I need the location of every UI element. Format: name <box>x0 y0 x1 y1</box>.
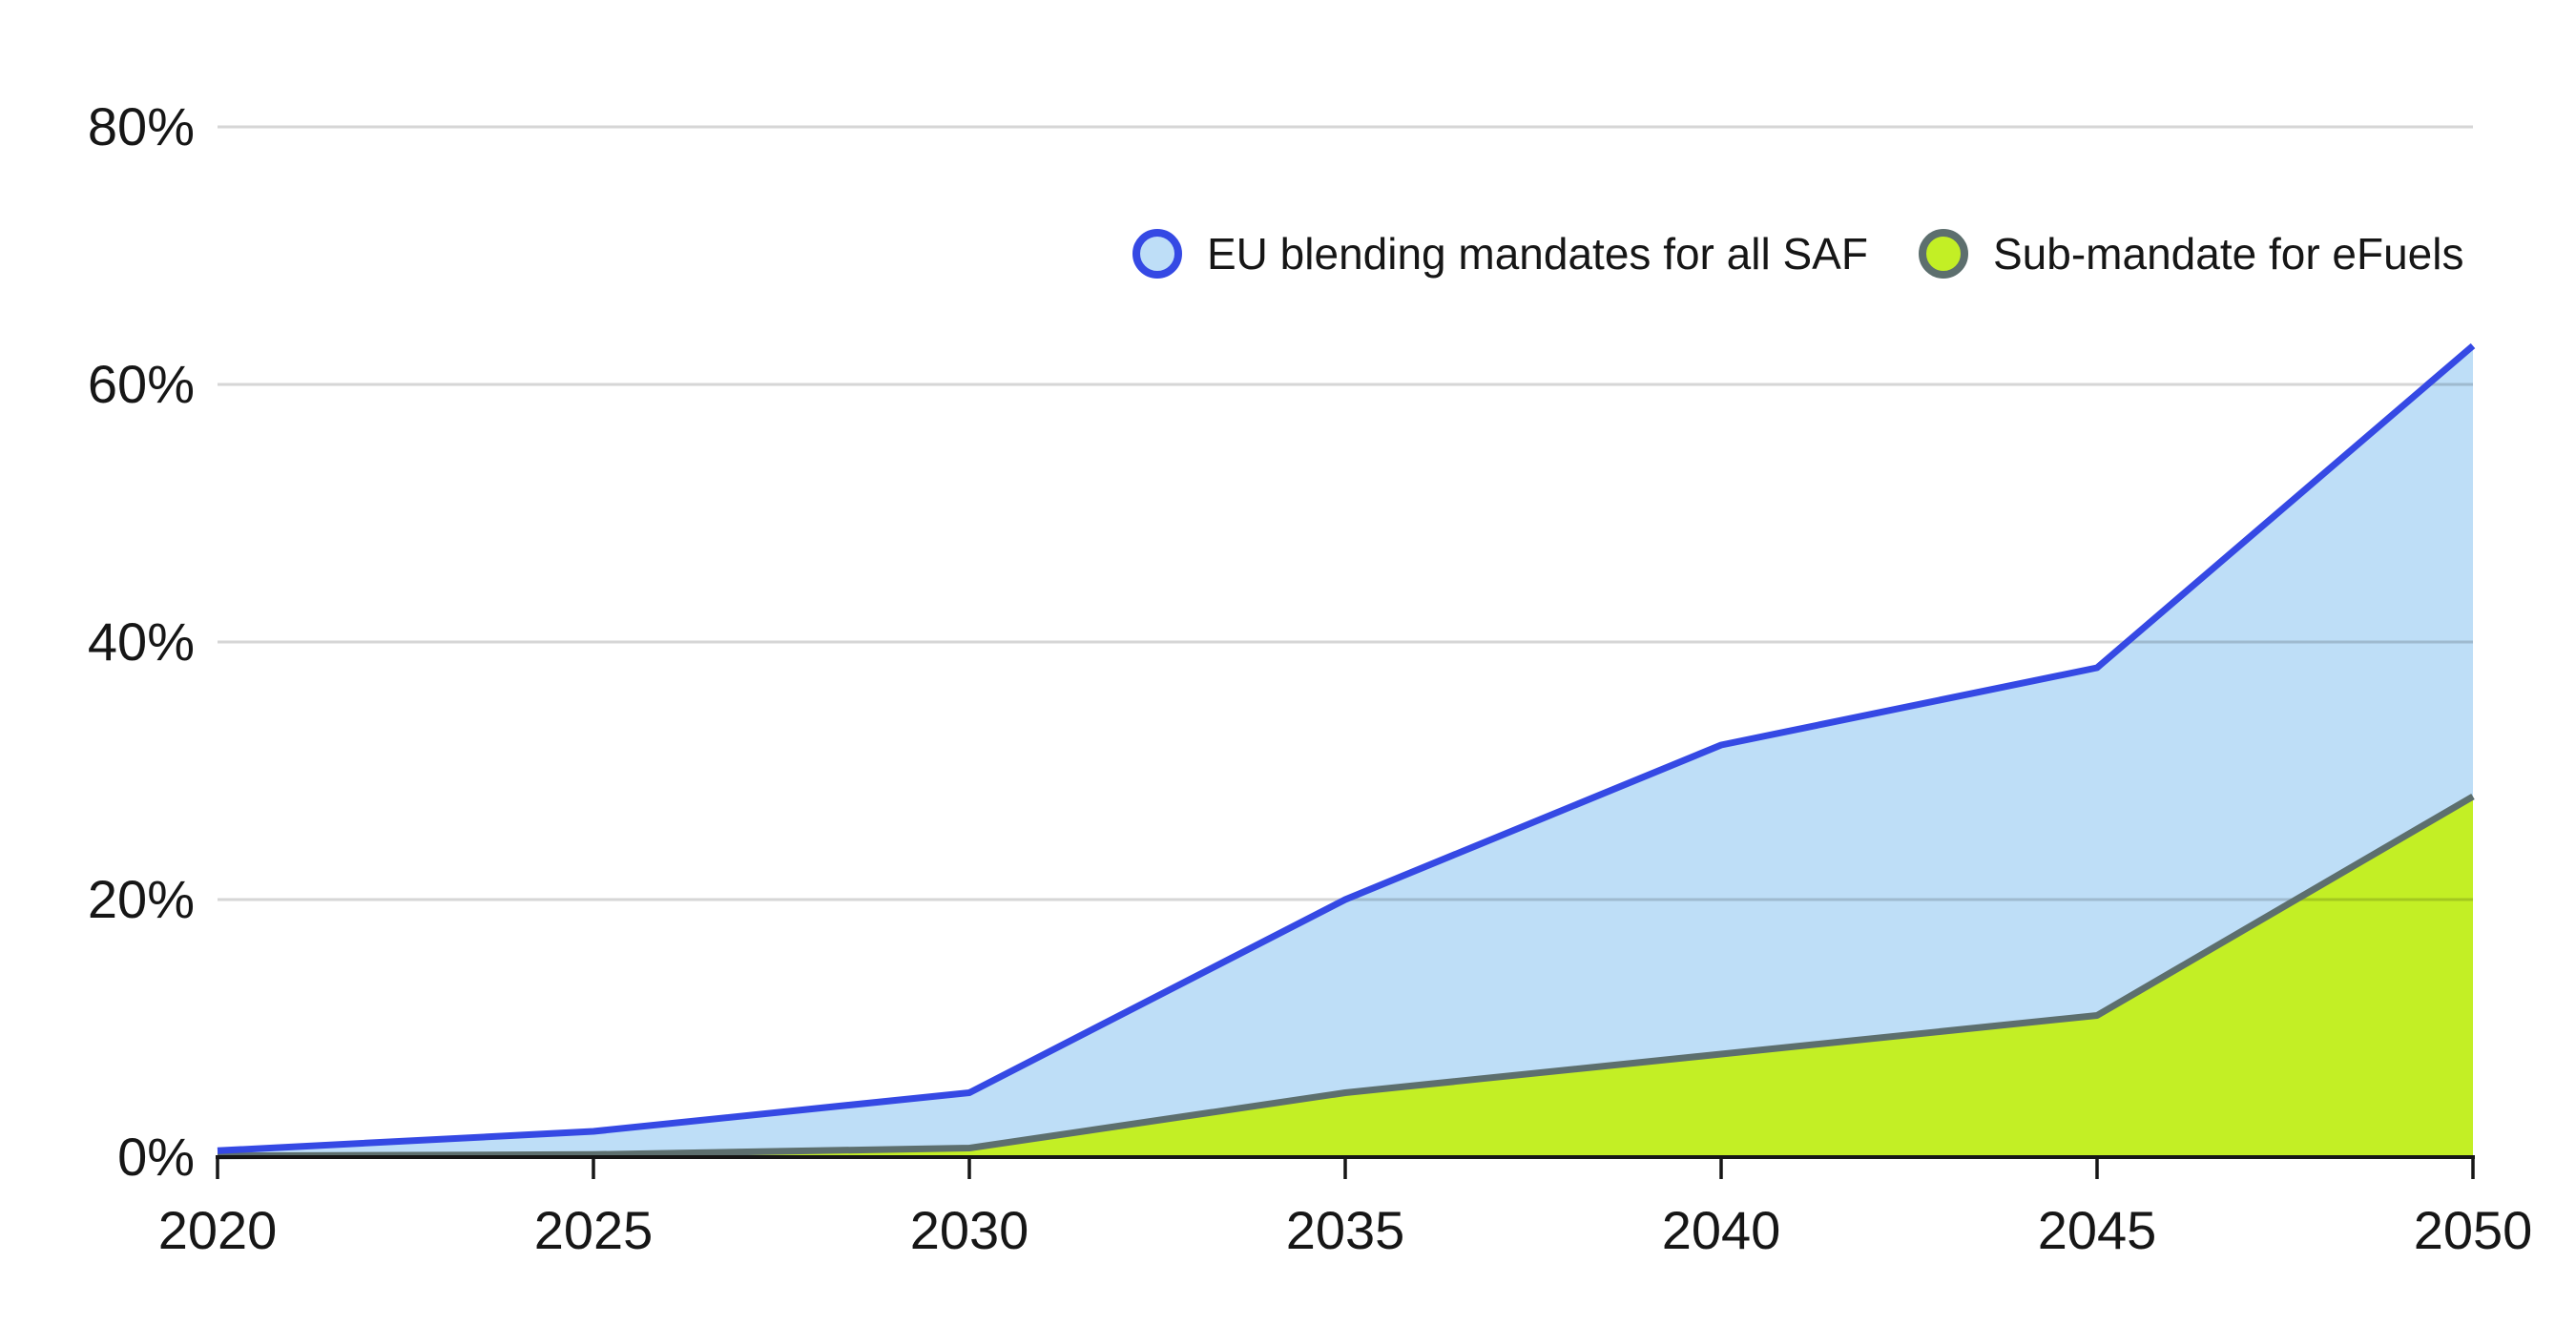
efuels-legend-swatch-icon <box>1919 229 1968 279</box>
y-tick-label: 0% <box>117 1127 195 1187</box>
saf-area <box>218 345 2473 1157</box>
y-tick-label: 20% <box>87 869 195 929</box>
y-tick-label: 40% <box>87 611 195 672</box>
x-tick-label: 2040 <box>1661 1200 1781 1260</box>
y-tick-label: 60% <box>87 354 195 414</box>
y-tick-label: 80% <box>87 96 195 156</box>
x-tick-label: 2045 <box>2037 1200 2157 1260</box>
efuels-area <box>218 797 2473 1157</box>
legend-label-efuels: Sub-mandate for eFuels <box>1993 229 2464 279</box>
x-tick-label: 2020 <box>157 1200 278 1260</box>
x-tick-label: 2025 <box>533 1200 654 1260</box>
x-tick-label: 2050 <box>2413 1200 2533 1260</box>
legend-item-saf: EU blending mandates for all SAF <box>1132 229 1868 279</box>
saf-line <box>217 342 2476 1154</box>
saf-legend-swatch-icon <box>1132 229 1182 279</box>
legend-label-saf: EU blending mandates for all SAF <box>1207 229 1868 279</box>
efuels-line <box>217 793 2475 1160</box>
x-tick-label: 2030 <box>909 1200 1029 1260</box>
legend-item-efuels: Sub-mandate for eFuels <box>1919 229 2464 279</box>
x-tick-label: 2035 <box>1285 1200 1405 1260</box>
